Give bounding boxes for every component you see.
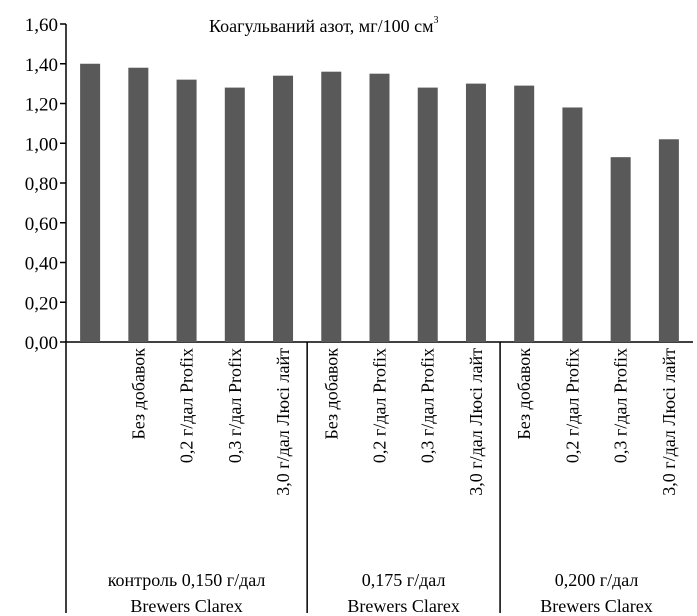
y-tick-label: 1,60 [25,15,58,36]
bar [224,87,245,342]
group-label-line2: Brewers Clarex [347,596,459,616]
category-label: Без добавок [128,348,148,440]
y-tick-label: 0,40 [25,254,58,275]
chart-title: Коагульваний азот, мг/100 см3 [209,15,438,36]
bar [369,73,390,342]
category-label: 0,3 г/дал Profix [418,348,438,463]
y-tick-label: 1,20 [25,95,58,116]
category-label: Без добавок [514,348,534,440]
chart-title-superscript: 3 [433,15,438,26]
group-labels: контроль 0,150 г/дал Brewers Clarex 0,175 … [108,342,653,616]
category-label: 0,2 г/дал Profix [370,348,390,463]
category-label: 0,2 г/дал Profix [562,348,582,463]
y-tick-label: 0,60 [25,214,58,235]
bar [273,75,294,343]
bar [80,63,101,342]
group-label-line2: Brewers Clarex [540,596,652,616]
bar [610,157,631,342]
category-label: 0,3 г/дал Profix [225,348,245,463]
category-label: 3,0 г/дал Люсі лайт [466,348,486,496]
chart-title-main: Коагульваний азот, мг/100 см [209,16,433,36]
bar [465,83,486,342]
bar [321,71,342,342]
group-label-line1: 0,175 г/дал [362,570,446,590]
y-tick-label: 1,00 [25,134,58,155]
group-label-line2: Brewers Clarex [130,596,242,616]
y-tick-label: 0,00 [25,333,58,354]
y-tick-label: 0,20 [25,293,58,314]
group-label-line1: контроль 0,150 г/дал [108,570,266,590]
bar [514,85,535,343]
category-label: 3,0 г/дал Люсі лайт [659,348,679,496]
bar [176,79,197,343]
category-label: 3,0 г/дал Люсі лайт [273,348,293,496]
category-labels: Без добавок 0,2 г/дал Profix 0,3 г/дал Pro… [128,348,679,496]
category-label: 0,3 г/дал Profix [611,348,631,463]
y-tick-label: 1,40 [25,55,58,76]
y-tick-label: 0,80 [25,174,58,195]
bar [658,139,679,342]
category-label: Без добавок [321,348,341,440]
y-axis-ticks: 0,00 0,20 0,40 0,60 0,80 1,00 1,20 1,40 1,60 [25,15,66,354]
category-label: 0,2 г/дал Profix [177,348,197,463]
bars [80,63,679,343]
bar [417,87,438,342]
bar [562,107,583,342]
bar [128,67,149,342]
group-label-line1: 0,200 г/дал [555,570,639,590]
